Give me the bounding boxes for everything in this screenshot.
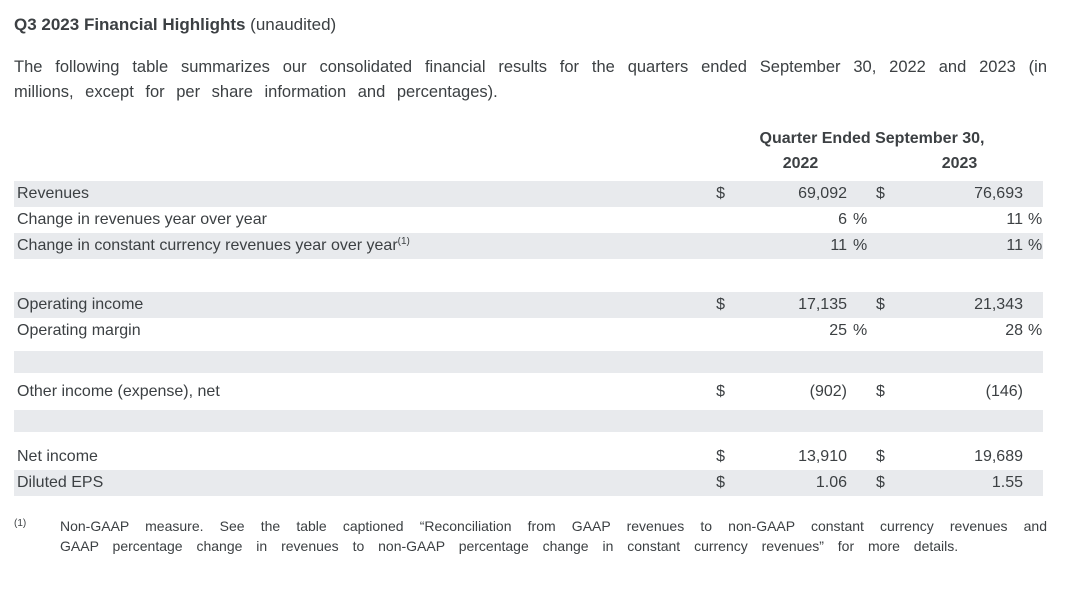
currency-2022: $ bbox=[716, 296, 725, 313]
currency-2023: $ bbox=[876, 185, 885, 202]
pct-2023: % bbox=[1028, 237, 1043, 254]
table-row-operating-income: Operating income $ 17,135 $ 21,343 bbox=[14, 292, 1043, 318]
table-header-years-row: 2022 2023 bbox=[14, 155, 1043, 173]
currency-2023: $ bbox=[876, 448, 885, 465]
value-2023: 21,343 bbox=[974, 296, 1023, 313]
currency-2022: $ bbox=[716, 474, 725, 491]
pct-2022: % bbox=[853, 322, 868, 339]
header-spacer bbox=[14, 130, 701, 148]
table-spacer-row bbox=[14, 344, 1043, 351]
table-spacer-row-shaded bbox=[14, 351, 1043, 373]
value-2023: 11 bbox=[1006, 237, 1023, 254]
column-header-2022: 2022 bbox=[782, 155, 819, 172]
row-label: Operating margin bbox=[17, 322, 141, 339]
row-label: Revenues bbox=[17, 185, 90, 202]
currency-2022: $ bbox=[716, 185, 725, 202]
currency-2022: $ bbox=[716, 448, 725, 465]
column-header-2023: 2023 bbox=[941, 155, 978, 172]
value-2023: (146) bbox=[985, 383, 1023, 400]
value-2022: 6 bbox=[838, 211, 847, 228]
value-2022: 1.06 bbox=[815, 474, 847, 491]
page-title-suffix: (unaudited) bbox=[245, 15, 337, 34]
period-header: Quarter Ended September 30, bbox=[759, 130, 985, 147]
value-2023: 11 bbox=[1006, 211, 1023, 228]
row-label: Change in constant currency revenues yea… bbox=[17, 237, 398, 254]
page-title-bold: Q3 2023 Financial Highlights bbox=[14, 15, 246, 34]
value-2022: 25 bbox=[829, 322, 847, 339]
currency-2023: $ bbox=[876, 383, 885, 400]
table-row-change-revenues: Change in revenues year over year 6 % 11… bbox=[14, 207, 1043, 233]
row-label: Diluted EPS bbox=[17, 474, 104, 491]
page-title: Q3 2023 Financial Highlights (unaudited) bbox=[14, 14, 1047, 36]
pct-2023: % bbox=[1028, 211, 1043, 228]
table-row-operating-margin: Operating margin 25 % 28 % bbox=[14, 318, 1043, 344]
table-row-diluted-eps: Diluted EPS $ 1.06 $ 1.55 bbox=[14, 470, 1043, 496]
value-2023: 76,693 bbox=[974, 185, 1023, 202]
value-2023: 19,689 bbox=[974, 448, 1023, 465]
value-2022: (902) bbox=[809, 383, 847, 400]
row-label: Change in revenues year over year bbox=[17, 211, 267, 228]
value-2022: 17,135 bbox=[798, 296, 847, 313]
row-label: Operating income bbox=[17, 296, 144, 313]
currency-2023: $ bbox=[876, 474, 885, 491]
footnote-text: Non-GAAP measure. See the table captione… bbox=[60, 518, 1047, 554]
table-spacer-row-shaded bbox=[14, 410, 1043, 432]
document-page: Q3 2023 Financial Highlights (unaudited)… bbox=[14, 14, 1047, 556]
table-spacer-row bbox=[14, 432, 1043, 444]
footnote-ref: (1) bbox=[397, 237, 410, 247]
row-label: Net income bbox=[17, 448, 98, 465]
row-label: Other income (expense), net bbox=[17, 383, 220, 400]
pct-2022: % bbox=[853, 237, 868, 254]
table-spacer-row bbox=[14, 259, 1043, 292]
table-row-change-cc-revenues: Change in constant currency revenues yea… bbox=[14, 233, 1043, 259]
financial-table: Quarter Ended September 30, 2022 2023 Re… bbox=[14, 130, 1043, 496]
table-row-other-income: Other income (expense), net $ (902) $ (1… bbox=[14, 379, 1043, 405]
table-row-net-income: Net income $ 13,910 $ 19,689 bbox=[14, 444, 1043, 470]
value-2022: 13,910 bbox=[798, 448, 847, 465]
footnote-marker: (1) bbox=[14, 518, 27, 529]
table-row-revenues: Revenues $ 69,092 $ 76,693 bbox=[14, 181, 1043, 207]
currency-2023: $ bbox=[876, 296, 885, 313]
table-body: Revenues $ 69,092 $ 76,693 Change in rev… bbox=[14, 181, 1043, 496]
value-2023: 28 bbox=[1005, 322, 1023, 339]
currency-2022: $ bbox=[716, 383, 725, 400]
intro-paragraph: The following table summarizes our conso… bbox=[14, 58, 1047, 101]
pct-2023: % bbox=[1028, 322, 1043, 339]
value-2022: 11 bbox=[830, 237, 847, 254]
value-2023: 1.55 bbox=[991, 474, 1023, 491]
pct-2022: % bbox=[853, 211, 868, 228]
table-header-period-row: Quarter Ended September 30, bbox=[14, 130, 1043, 148]
value-2022: 69,092 bbox=[798, 185, 847, 202]
header-spacer bbox=[14, 155, 701, 173]
footnote: (1) Non-GAAP measure. See the table capt… bbox=[14, 516, 1047, 556]
